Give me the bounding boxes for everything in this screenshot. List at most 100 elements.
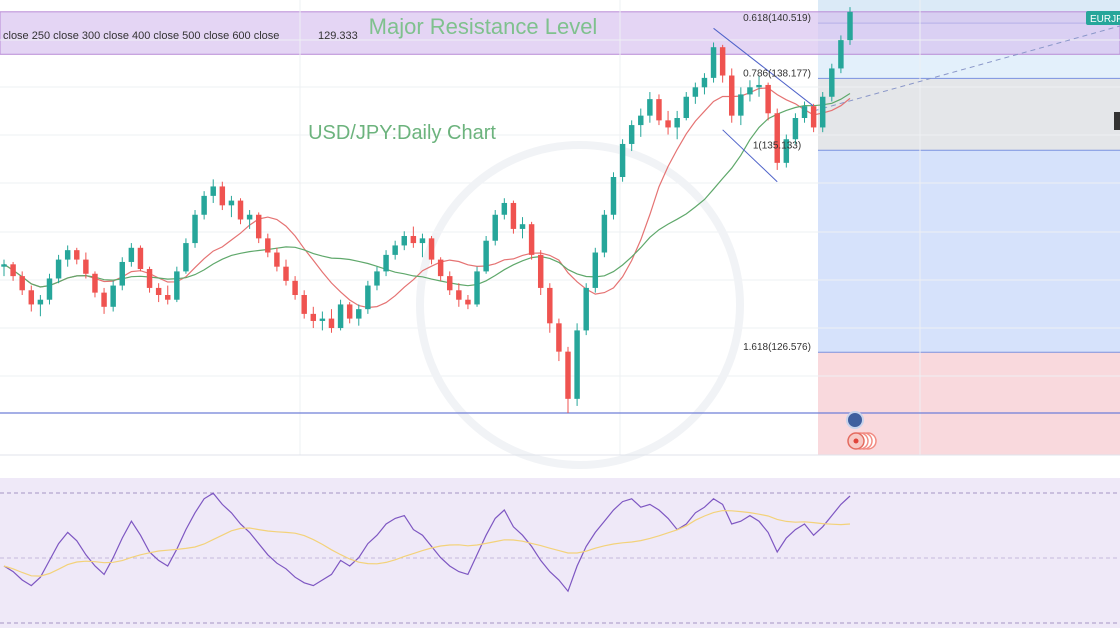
candle-body: [801, 106, 808, 118]
candle-body: [683, 96, 689, 118]
candle: [228, 195, 235, 218]
rsi-panel-background: [0, 478, 1120, 628]
candle: [210, 179, 216, 203]
candle-body: [847, 11, 853, 41]
channel-upper-line: [713, 27, 814, 107]
candle-body: [765, 84, 771, 114]
candle-body: [192, 214, 198, 244]
candle-body: [483, 240, 489, 272]
candle: [255, 212, 262, 244]
candle-body: [410, 236, 417, 244]
candle: [774, 108, 780, 170]
candle: [410, 226, 417, 248]
candle: [810, 103, 817, 133]
candle: [528, 221, 535, 260]
resistance-annotation: Major Resistance Level: [369, 14, 598, 39]
fib-zone-0786-1: [818, 78, 1120, 151]
candle: [819, 92, 826, 133]
candle: [447, 271, 453, 295]
candle: [556, 318, 562, 362]
candle: [374, 266, 380, 291]
candle-body: [838, 40, 844, 69]
candle-body: [83, 259, 89, 274]
candle: [365, 280, 371, 314]
candle-body: [647, 99, 653, 116]
candle: [137, 245, 144, 272]
candle: [392, 240, 398, 260]
candle-body: [274, 252, 280, 267]
candle: [683, 92, 689, 121]
candle: [10, 261, 16, 281]
resistance-zone: [0, 11, 1120, 55]
candle-body: [37, 299, 44, 305]
candle: [483, 236, 489, 274]
candle-body: [537, 254, 544, 288]
candle: [428, 236, 435, 265]
ma-slow-line: [3, 92, 851, 288]
candle-body: [792, 118, 799, 140]
candle-body: [283, 266, 289, 281]
rsi-line: [3, 492, 851, 593]
candle: [37, 295, 44, 317]
rsi-signal-line: [3, 509, 851, 577]
candle: [337, 299, 344, 331]
ma-fast-line: [3, 87, 851, 309]
symbol-tag: EURJPY: [1086, 11, 1120, 25]
candle-body: [719, 47, 726, 76]
candle-body: [356, 309, 362, 319]
candle-body: [738, 94, 744, 116]
candle: [19, 271, 25, 295]
candle: [101, 287, 107, 314]
candle-body: [1, 264, 7, 267]
candle: [537, 250, 544, 295]
candle: [219, 181, 226, 211]
candle: [592, 247, 599, 293]
candle: [119, 257, 125, 291]
candle-body: [565, 351, 571, 399]
candle: [165, 285, 171, 305]
candle-body: [756, 84, 762, 88]
candle-body: [419, 238, 426, 244]
candle: [110, 280, 116, 312]
fib-label: 1.618(126.576): [743, 342, 811, 353]
candle: [274, 247, 280, 272]
candle: [183, 238, 189, 274]
candle: [792, 113, 799, 144]
candle: [437, 257, 444, 281]
candle-body: [28, 290, 35, 305]
candle-body: [501, 202, 508, 215]
candle: [547, 283, 553, 333]
candle-body: [228, 200, 235, 206]
candle-body: [183, 243, 189, 272]
candle-body: [301, 295, 307, 314]
candle-body: [638, 115, 644, 126]
candle-body: [328, 318, 335, 329]
candle: [619, 139, 626, 182]
candle-body: [383, 254, 389, 272]
fib-zone-1-1618: [818, 150, 1120, 353]
candle: [701, 73, 708, 95]
candle: [383, 250, 389, 277]
candle: [838, 35, 844, 74]
candle: [46, 273, 53, 305]
candle-body: [128, 247, 135, 262]
candle-body: [456, 290, 462, 300]
event-flag-icon: [847, 432, 877, 450]
candle-body: [210, 186, 216, 196]
candle-body: [492, 214, 498, 241]
candle: [710, 42, 717, 83]
candle: [656, 94, 662, 126]
candle: [465, 295, 471, 310]
candle-body: [656, 99, 662, 121]
candle-body: [610, 177, 617, 215]
candle: [583, 283, 589, 336]
candle-body: [55, 259, 62, 279]
candle-body: [601, 214, 608, 253]
candle-body: [346, 304, 353, 319]
candle: [847, 7, 853, 45]
candle-body: [437, 259, 444, 277]
candle: [474, 266, 480, 307]
projection-dashed-line: [813, 25, 1120, 112]
